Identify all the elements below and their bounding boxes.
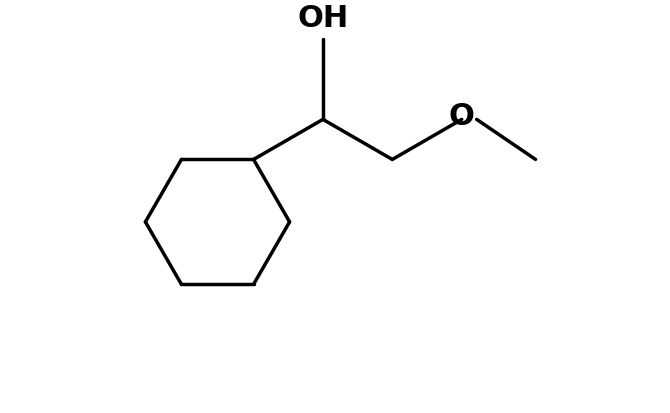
Text: O: O <box>449 102 474 131</box>
Text: OH: OH <box>297 4 348 33</box>
